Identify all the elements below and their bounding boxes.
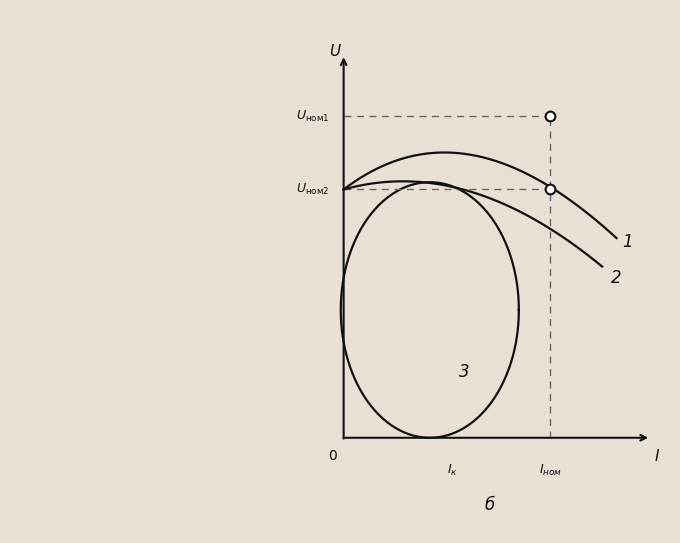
Text: 3: 3 xyxy=(459,363,470,381)
Text: $I_{\mathregular{к}}$: $I_{\mathregular{к}}$ xyxy=(447,463,458,478)
Text: 1: 1 xyxy=(622,233,633,251)
Text: $I$: $I$ xyxy=(653,448,660,464)
Text: $U_{\mathregular{ном}2}$: $U_{\mathregular{ном}2}$ xyxy=(296,182,329,197)
Text: $I_{\mathregular{ном}}$: $I_{\mathregular{ном}}$ xyxy=(539,463,562,478)
Text: 2: 2 xyxy=(611,268,622,287)
Text: 0: 0 xyxy=(328,449,337,463)
Text: б: б xyxy=(484,496,495,514)
Text: $U$: $U$ xyxy=(328,43,341,59)
Text: $U_{\mathregular{ном}1}$: $U_{\mathregular{ном}1}$ xyxy=(296,109,329,124)
